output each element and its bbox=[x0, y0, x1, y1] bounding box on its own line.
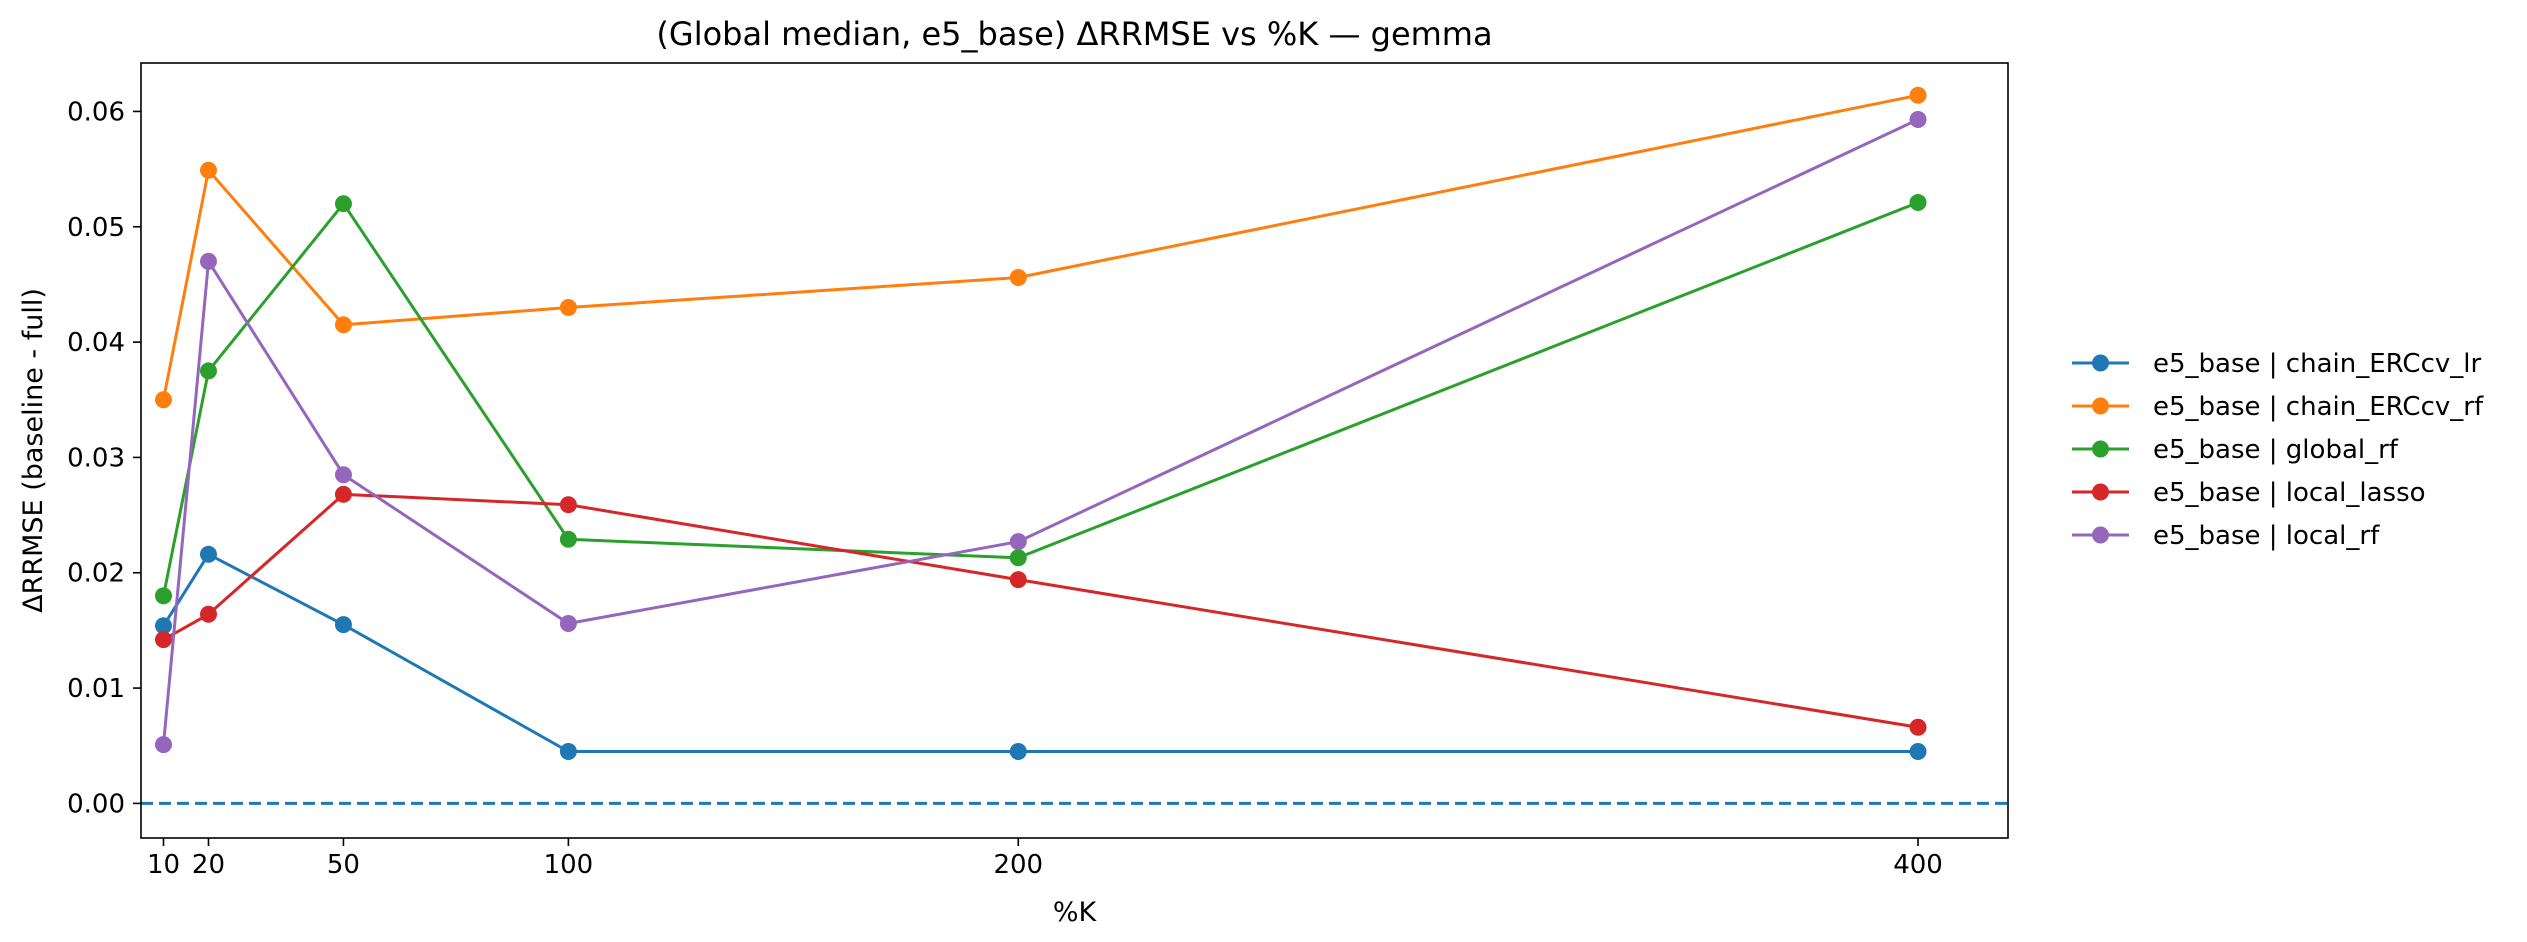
data-point-2-2 bbox=[334, 195, 352, 213]
data-point-0-3 bbox=[559, 743, 577, 761]
data-point-4-4 bbox=[1009, 533, 1027, 551]
legend-label-4: e5_base | local_rf bbox=[2153, 521, 2380, 551]
data-point-0-4 bbox=[1009, 743, 1027, 761]
data-point-4-1 bbox=[199, 252, 217, 270]
series-line-3 bbox=[162, 492, 1919, 729]
x-tick-label-1: 20 bbox=[192, 850, 225, 880]
legend-label-2: e5_base | global_rf bbox=[2153, 435, 2399, 465]
y-tick-label-3: 0.03 bbox=[67, 443, 125, 473]
legend-marker-3 bbox=[2092, 483, 2109, 501]
legend-label-1: e5_base | chain_ERCcv_rf bbox=[2153, 392, 2484, 422]
y-tick-label-2: 0.02 bbox=[67, 559, 125, 589]
data-point-2-5 bbox=[1909, 194, 1927, 212]
data-point-1-4 bbox=[1009, 269, 1027, 287]
data-point-1-5 bbox=[1909, 86, 1927, 104]
series-line-4 bbox=[162, 118, 1919, 745]
series-line-1 bbox=[162, 93, 1919, 401]
data-point-4-2 bbox=[334, 466, 352, 484]
data-point-4-3 bbox=[559, 614, 577, 632]
plot-frame bbox=[140, 62, 2009, 839]
y-tick-label-1: 0.01 bbox=[67, 674, 125, 704]
x-tick-label-4: 200 bbox=[993, 850, 1043, 880]
x-tick-label-3: 100 bbox=[544, 850, 594, 880]
y-tick-label-0: 0.00 bbox=[67, 789, 125, 819]
data-point-3-0 bbox=[154, 631, 172, 649]
data-point-1-2 bbox=[334, 316, 352, 334]
data-point-0-0 bbox=[154, 617, 172, 635]
data-point-2-4 bbox=[1009, 549, 1027, 567]
legend-marker-2 bbox=[2092, 440, 2109, 458]
legend-marker-4 bbox=[2092, 526, 2109, 544]
data-point-3-1 bbox=[199, 605, 217, 623]
data-point-3-2 bbox=[334, 485, 352, 503]
data-point-1-3 bbox=[559, 298, 577, 316]
chart-title: (Global median, e5_base) ΔRRMSE vs %K — … bbox=[656, 15, 1492, 53]
y-tick-label-6: 0.06 bbox=[67, 97, 125, 127]
data-point-3-3 bbox=[559, 496, 577, 514]
data-point-1-0 bbox=[154, 391, 172, 409]
data-point-2-3 bbox=[559, 530, 577, 548]
data-point-0-5 bbox=[1909, 743, 1927, 761]
data-point-3-5 bbox=[1909, 718, 1927, 736]
data-point-0-2 bbox=[334, 616, 352, 634]
data-point-0-1 bbox=[199, 545, 217, 563]
legend-marker-1 bbox=[2092, 397, 2109, 415]
data-point-3-4 bbox=[1009, 571, 1027, 589]
x-tick-label-0: 10 bbox=[147, 850, 180, 880]
y-tick-label-5: 0.05 bbox=[67, 213, 125, 243]
y-axis-label: ΔRRMSE (baseline - full) bbox=[18, 288, 49, 613]
x-tick-label-5: 400 bbox=[1893, 850, 1943, 880]
plot-area: 10 20 50 100 200 400 0.00 0.01 0.02 0.03 0.04 0.05 0… bbox=[67, 62, 2009, 880]
x-axis-label: %K bbox=[1053, 897, 1098, 928]
legend-marker-0 bbox=[2092, 354, 2109, 372]
data-point-1-1 bbox=[199, 161, 217, 179]
y-tick-label-4: 0.04 bbox=[67, 328, 125, 358]
legend-label-3: e5_base | local_lasso bbox=[2153, 478, 2426, 508]
legend: e5_base | chain_ERCcv_lr e5_base | chain_… bbox=[2072, 349, 2484, 551]
series-line-0 bbox=[162, 552, 1919, 754]
data-point-4-5 bbox=[1909, 111, 1927, 129]
data-point-2-1 bbox=[199, 362, 217, 380]
data-point-2-0 bbox=[154, 587, 172, 605]
legend-label-0: e5_base | chain_ERCcv_lr bbox=[2153, 349, 2481, 379]
x-tick-label-2: 50 bbox=[327, 850, 360, 880]
data-point-4-0 bbox=[154, 736, 172, 754]
series-line-2 bbox=[162, 201, 1919, 597]
